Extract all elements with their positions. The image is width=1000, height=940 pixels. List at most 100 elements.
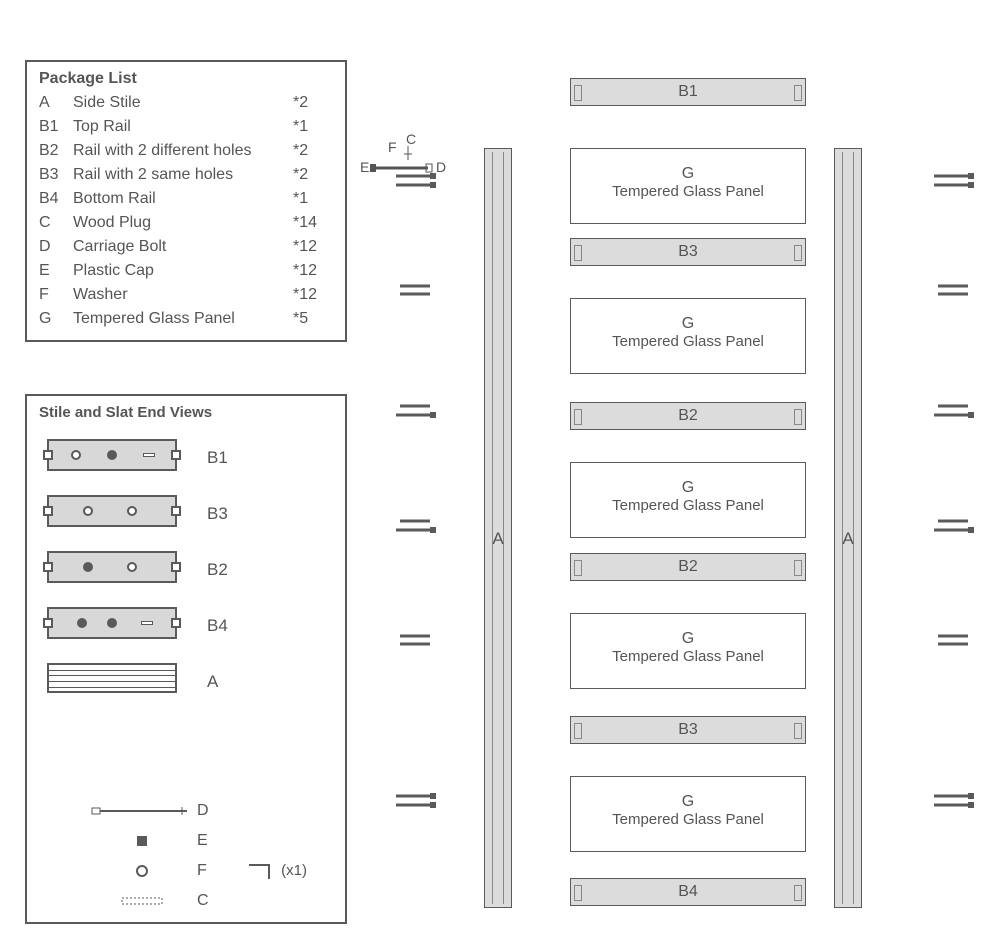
package-name: Top Rail — [73, 118, 293, 136]
fastener-icon — [392, 400, 438, 420]
package-qty: *12 — [293, 286, 333, 304]
package-code: A — [39, 94, 73, 112]
small-parts: D E F (x1) C — [87, 796, 327, 916]
package-code: B3 — [39, 166, 73, 184]
end-view-label: A — [207, 672, 218, 692]
fastener-icon — [392, 170, 438, 190]
rail-label: B2 — [678, 558, 698, 575]
end-view-row-a: A — [39, 663, 333, 701]
cap-icon — [87, 831, 197, 851]
end-view-label: B1 — [207, 448, 228, 468]
stile-a-left: A — [484, 148, 512, 908]
rail-label: B4 — [678, 883, 698, 900]
bolt-icon — [87, 801, 197, 821]
rail-b4: B4 — [570, 878, 806, 906]
package-qty: *2 — [293, 166, 333, 184]
fastener-icon — [392, 790, 438, 810]
stile-label: A — [485, 529, 511, 549]
fastener-icon — [392, 280, 438, 300]
end-view-label: B2 — [207, 560, 228, 580]
washer-icon — [87, 861, 197, 881]
panel-code: G — [571, 479, 805, 497]
rail-label: B3 — [678, 243, 698, 260]
package-name: Washer — [73, 286, 293, 304]
package-row: B1Top Rail*1 — [39, 118, 333, 136]
exploded-view: A A B1GTempered Glass PanelB3GTempered G… — [470, 78, 980, 928]
fastener-icon — [930, 400, 976, 420]
package-row: DCarriage Bolt*12 — [39, 238, 333, 256]
package-name: Side Stile — [73, 94, 293, 112]
glass-panel: GTempered Glass Panel — [570, 462, 806, 538]
package-code: D — [39, 238, 73, 256]
package-code: F — [39, 286, 73, 304]
fastener-icon — [930, 630, 976, 650]
end-view-label: B4 — [207, 616, 228, 636]
package-qty: *2 — [293, 142, 333, 160]
glass-panel: GTempered Glass Panel — [570, 613, 806, 689]
wrench-qty: (x1) — [281, 862, 307, 879]
package-code: E — [39, 262, 73, 280]
small-part-label: C — [197, 892, 227, 910]
wrench-note: (x1) — [247, 861, 307, 881]
package-qty: *1 — [293, 190, 333, 208]
rail-b2: B2 — [570, 402, 806, 430]
small-part-label: E — [197, 832, 227, 850]
hint-f: F — [388, 139, 397, 155]
fastener-icon — [930, 790, 976, 810]
rail-b3: B3 — [570, 238, 806, 266]
fastener-icon — [930, 515, 976, 535]
package-name: Bottom Rail — [73, 190, 293, 208]
end-view-label: B3 — [207, 504, 228, 524]
panel-text: Tempered Glass Panel — [571, 333, 805, 350]
package-code: B4 — [39, 190, 73, 208]
hint-c: C — [406, 134, 416, 147]
panel-code: G — [571, 630, 805, 648]
rail-b1: B1 — [570, 78, 806, 106]
rail-b3: B3 — [570, 716, 806, 744]
stile-label: A — [835, 529, 861, 549]
panel-text: Tempered Glass Panel — [571, 497, 805, 514]
end-view-row-b4: B4 — [39, 607, 333, 645]
fastener-icon — [392, 515, 438, 535]
package-row: CWood Plug*14 — [39, 214, 333, 232]
rail-b2: B2 — [570, 553, 806, 581]
fastener-icon — [930, 280, 976, 300]
panel-text: Tempered Glass Panel — [571, 183, 805, 200]
small-part-label: F — [197, 862, 227, 880]
package-row: B3Rail with 2 same holes*2 — [39, 166, 333, 184]
package-row: GTempered Glass Panel*5 — [39, 310, 333, 328]
glass-panel: GTempered Glass Panel — [570, 148, 806, 224]
rail-label: B2 — [678, 407, 698, 424]
package-row: B4Bottom Rail*1 — [39, 190, 333, 208]
end-view-row-b3: B3 — [39, 495, 333, 533]
end-views-box: Stile and Slat End Views B1 B3 B2 — [25, 394, 347, 924]
glass-panel: GTempered Glass Panel — [570, 776, 806, 852]
rail-label: B1 — [678, 83, 698, 100]
package-name: Carriage Bolt — [73, 238, 293, 256]
package-code: G — [39, 310, 73, 328]
package-qty: *2 — [293, 94, 333, 112]
package-row: FWasher*12 — [39, 286, 333, 304]
panel-text: Tempered Glass Panel — [571, 811, 805, 828]
package-qty: *12 — [293, 262, 333, 280]
package-name: Tempered Glass Panel — [73, 310, 293, 328]
package-code: B1 — [39, 118, 73, 136]
stile-a-right: A — [834, 148, 862, 908]
small-part-label: D — [197, 802, 227, 820]
panel-code: G — [571, 165, 805, 183]
end-views-title: Stile and Slat End Views — [39, 404, 333, 421]
package-qty: *5 — [293, 310, 333, 328]
rail-label: B3 — [678, 721, 698, 738]
package-qty: *14 — [293, 214, 333, 232]
glass-panel: GTempered Glass Panel — [570, 298, 806, 374]
hint-e: E — [360, 159, 369, 175]
package-name: Rail with 2 same holes — [73, 166, 293, 184]
panel-text: Tempered Glass Panel — [571, 648, 805, 665]
package-code: C — [39, 214, 73, 232]
package-row: B2Rail with 2 different holes*2 — [39, 142, 333, 160]
end-view-row-b1: B1 — [39, 439, 333, 477]
package-name: Plastic Cap — [73, 262, 293, 280]
panel-code: G — [571, 793, 805, 811]
fastener-icon — [930, 170, 976, 190]
package-list-box: Package List ASide Stile*2B1Top Rail*1B2… — [25, 60, 347, 342]
